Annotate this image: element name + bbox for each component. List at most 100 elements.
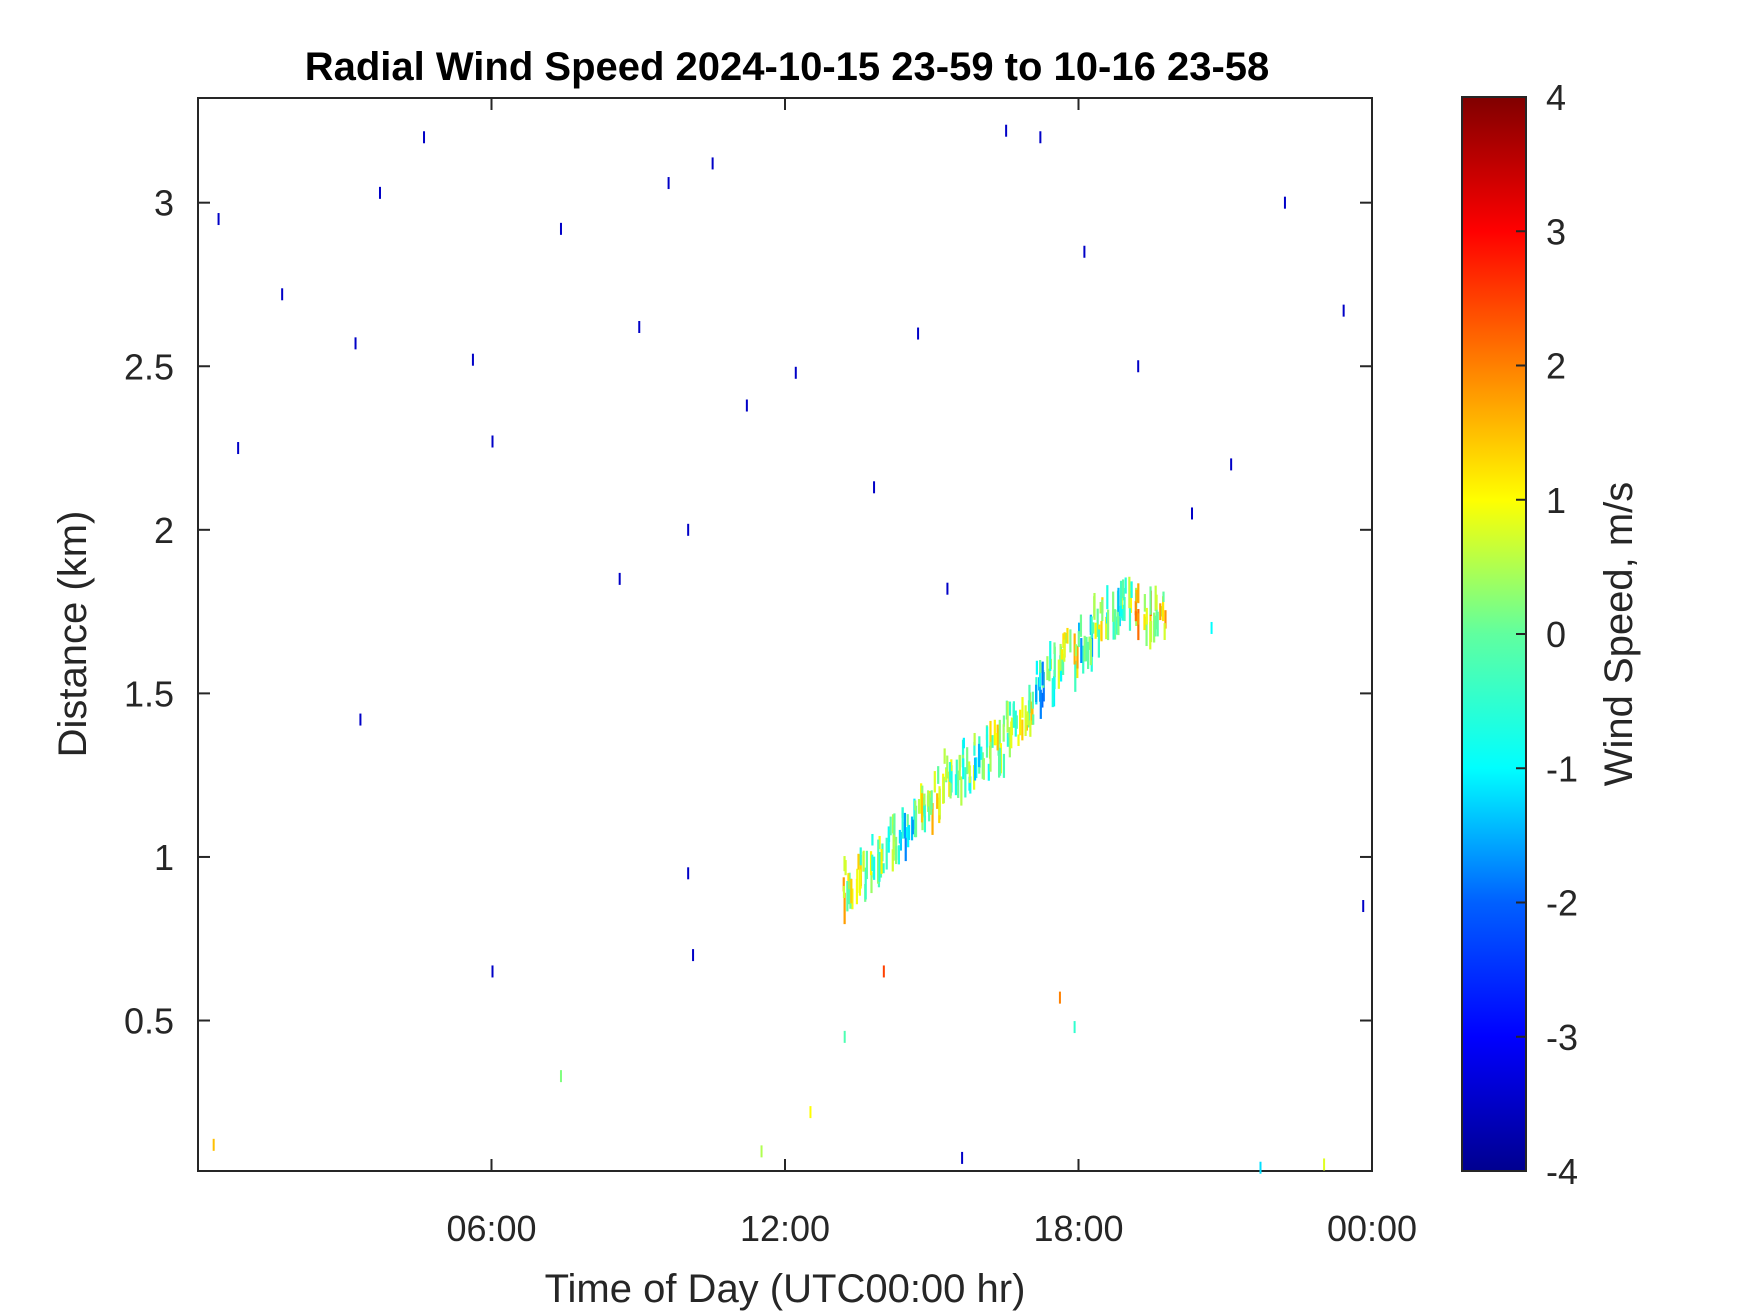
wind-speed-cell xyxy=(930,790,933,810)
wind-speed-cell xyxy=(906,814,909,827)
wind-speed-cell xyxy=(933,771,936,793)
wind-speed-point xyxy=(378,186,381,199)
wind-speed-cell xyxy=(1093,592,1096,620)
x-axis-label: Time of Day (UTC00:00 hr) xyxy=(545,1267,1026,1311)
wind-speed-cell xyxy=(1002,715,1006,727)
wind-speed-cell xyxy=(962,758,965,780)
colorbar-tick-label: 4 xyxy=(1546,77,1566,118)
wind-speed-cell xyxy=(1077,622,1081,635)
wind-speed-point xyxy=(423,131,426,144)
wind-speed-cell xyxy=(1106,609,1110,641)
wind-speed-cell xyxy=(847,874,850,905)
chart-title: Radial Wind Speed 2024-10-15 23-59 to 10… xyxy=(305,45,1270,89)
wind-speed-cell xyxy=(1041,661,1044,686)
colorbar-gradient xyxy=(1461,96,1527,1172)
wind-speed-point xyxy=(687,523,690,536)
wind-speed-cell xyxy=(1105,616,1108,640)
wind-speed-cell xyxy=(893,813,896,842)
wind-speed-cell xyxy=(1121,579,1125,598)
wind-speed-cell xyxy=(1039,672,1042,687)
wind-speed-cell xyxy=(937,766,940,784)
wind-speed-cell xyxy=(1064,632,1067,644)
wind-speed-cell xyxy=(1041,692,1044,708)
wind-speed-cell xyxy=(989,720,992,749)
wind-speed-point xyxy=(882,965,885,978)
wind-speed-point xyxy=(667,177,670,190)
wind-speed-cell xyxy=(993,719,996,746)
wind-speed-cell xyxy=(964,767,967,798)
wind-speed-cell xyxy=(1149,586,1152,615)
wind-speed-cell xyxy=(1090,627,1094,657)
x-tick-label: 00:00 xyxy=(1327,1208,1417,1249)
wind-speed-cell xyxy=(958,754,961,781)
colorbar-tick-label: -1 xyxy=(1546,748,1578,789)
colorbar: -4 -3 -2 -1 0 1 2 3 4 Wind Speed, m/s xyxy=(1461,77,1641,1192)
y-axis-ticks: 0.5 1 1.5 2 2.5 3 xyxy=(124,183,1372,1042)
colorbar-tick-label: 2 xyxy=(1546,346,1566,387)
wind-speed-cell xyxy=(1106,585,1109,610)
wind-speed-cell xyxy=(943,748,946,764)
wind-speed-cell xyxy=(846,881,849,912)
wind-speed-cell xyxy=(1155,594,1158,610)
wind-speed-cell xyxy=(901,807,904,839)
wind-speed-cell xyxy=(1130,581,1133,598)
wind-speed-cell xyxy=(1164,610,1167,629)
wind-speed-cell xyxy=(1145,607,1148,625)
wind-speed-cell xyxy=(865,850,868,880)
colorbar-label: Wind Speed, m/s xyxy=(1597,482,1641,787)
wind-speed-cell xyxy=(1121,604,1124,621)
wind-speed-cell xyxy=(1112,612,1115,640)
wind-speed-cell xyxy=(923,793,926,806)
wind-speed-point xyxy=(1259,1161,1262,1174)
wind-speed-point xyxy=(1342,304,1345,317)
wind-speed-point xyxy=(1058,991,1061,1004)
wind-speed-cell xyxy=(1115,616,1118,635)
wind-speed-cell xyxy=(981,752,984,779)
wind-speed-cell xyxy=(842,877,845,892)
wind-speed-cell xyxy=(1082,645,1085,674)
wind-speed-cell xyxy=(921,785,924,798)
wind-speed-cell xyxy=(1149,620,1153,643)
wind-speed-cell xyxy=(1026,711,1029,726)
wind-speed-cell xyxy=(1090,616,1093,638)
wind-speed-cell xyxy=(1008,727,1011,738)
wind-speed-point xyxy=(212,1138,215,1151)
wind-speed-cell xyxy=(1097,629,1100,658)
wind-speed-cell xyxy=(998,719,1001,745)
x-tick-label: 18:00 xyxy=(1033,1208,1123,1249)
wind-speed-point xyxy=(873,481,876,494)
wind-speed-cell xyxy=(960,776,963,806)
wind-speed-cell xyxy=(1119,605,1122,617)
wind-speed-cell xyxy=(850,878,853,904)
wind-speed-cell xyxy=(991,735,994,748)
wind-speed-cell xyxy=(889,816,892,836)
wind-speed-cell xyxy=(957,770,960,798)
wind-speed-cell xyxy=(1061,649,1064,660)
wind-speed-point xyxy=(794,366,797,379)
wind-speed-cell xyxy=(917,799,921,814)
wind-speed-point xyxy=(491,435,494,448)
wind-speed-cell xyxy=(994,733,998,746)
wind-speed-cell xyxy=(1053,646,1056,678)
wind-speed-cell xyxy=(1053,669,1056,690)
wind-speed-cell xyxy=(1101,599,1104,622)
x-axis-ticks: 06:00 12:00 18:00 00:00 xyxy=(446,98,1417,1249)
wind-speed-cell xyxy=(987,763,990,781)
x-tick-label: 06:00 xyxy=(446,1208,536,1249)
wind-speed-cell xyxy=(1123,596,1126,622)
wind-speed-cell xyxy=(914,805,918,838)
wind-speed-point xyxy=(1005,124,1008,137)
wind-speed-point xyxy=(1210,621,1213,634)
wind-speed-cell xyxy=(878,852,881,882)
wind-speed-cell xyxy=(887,826,890,853)
wind-speed-point xyxy=(638,320,641,333)
wind-speed-cell xyxy=(864,867,867,900)
wind-speed-cell xyxy=(842,885,846,898)
wind-speed-cell xyxy=(920,793,924,823)
wind-speed-cell xyxy=(1012,701,1015,728)
wind-speed-point xyxy=(809,1106,812,1119)
wind-speed-cell xyxy=(1145,616,1148,647)
y-tick-label: 1.5 xyxy=(124,673,174,714)
wind-speed-cell xyxy=(1143,614,1146,631)
wind-speed-point xyxy=(687,867,690,880)
